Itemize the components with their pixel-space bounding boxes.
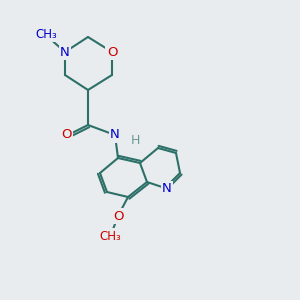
Text: N: N — [110, 128, 120, 142]
Text: O: O — [107, 46, 117, 59]
Text: H: H — [130, 134, 140, 148]
Text: N: N — [162, 182, 172, 196]
Text: N: N — [60, 46, 70, 59]
Text: CH₃: CH₃ — [35, 28, 57, 40]
Text: CH₃: CH₃ — [99, 230, 121, 242]
Text: O: O — [113, 209, 123, 223]
Text: O: O — [61, 128, 71, 142]
